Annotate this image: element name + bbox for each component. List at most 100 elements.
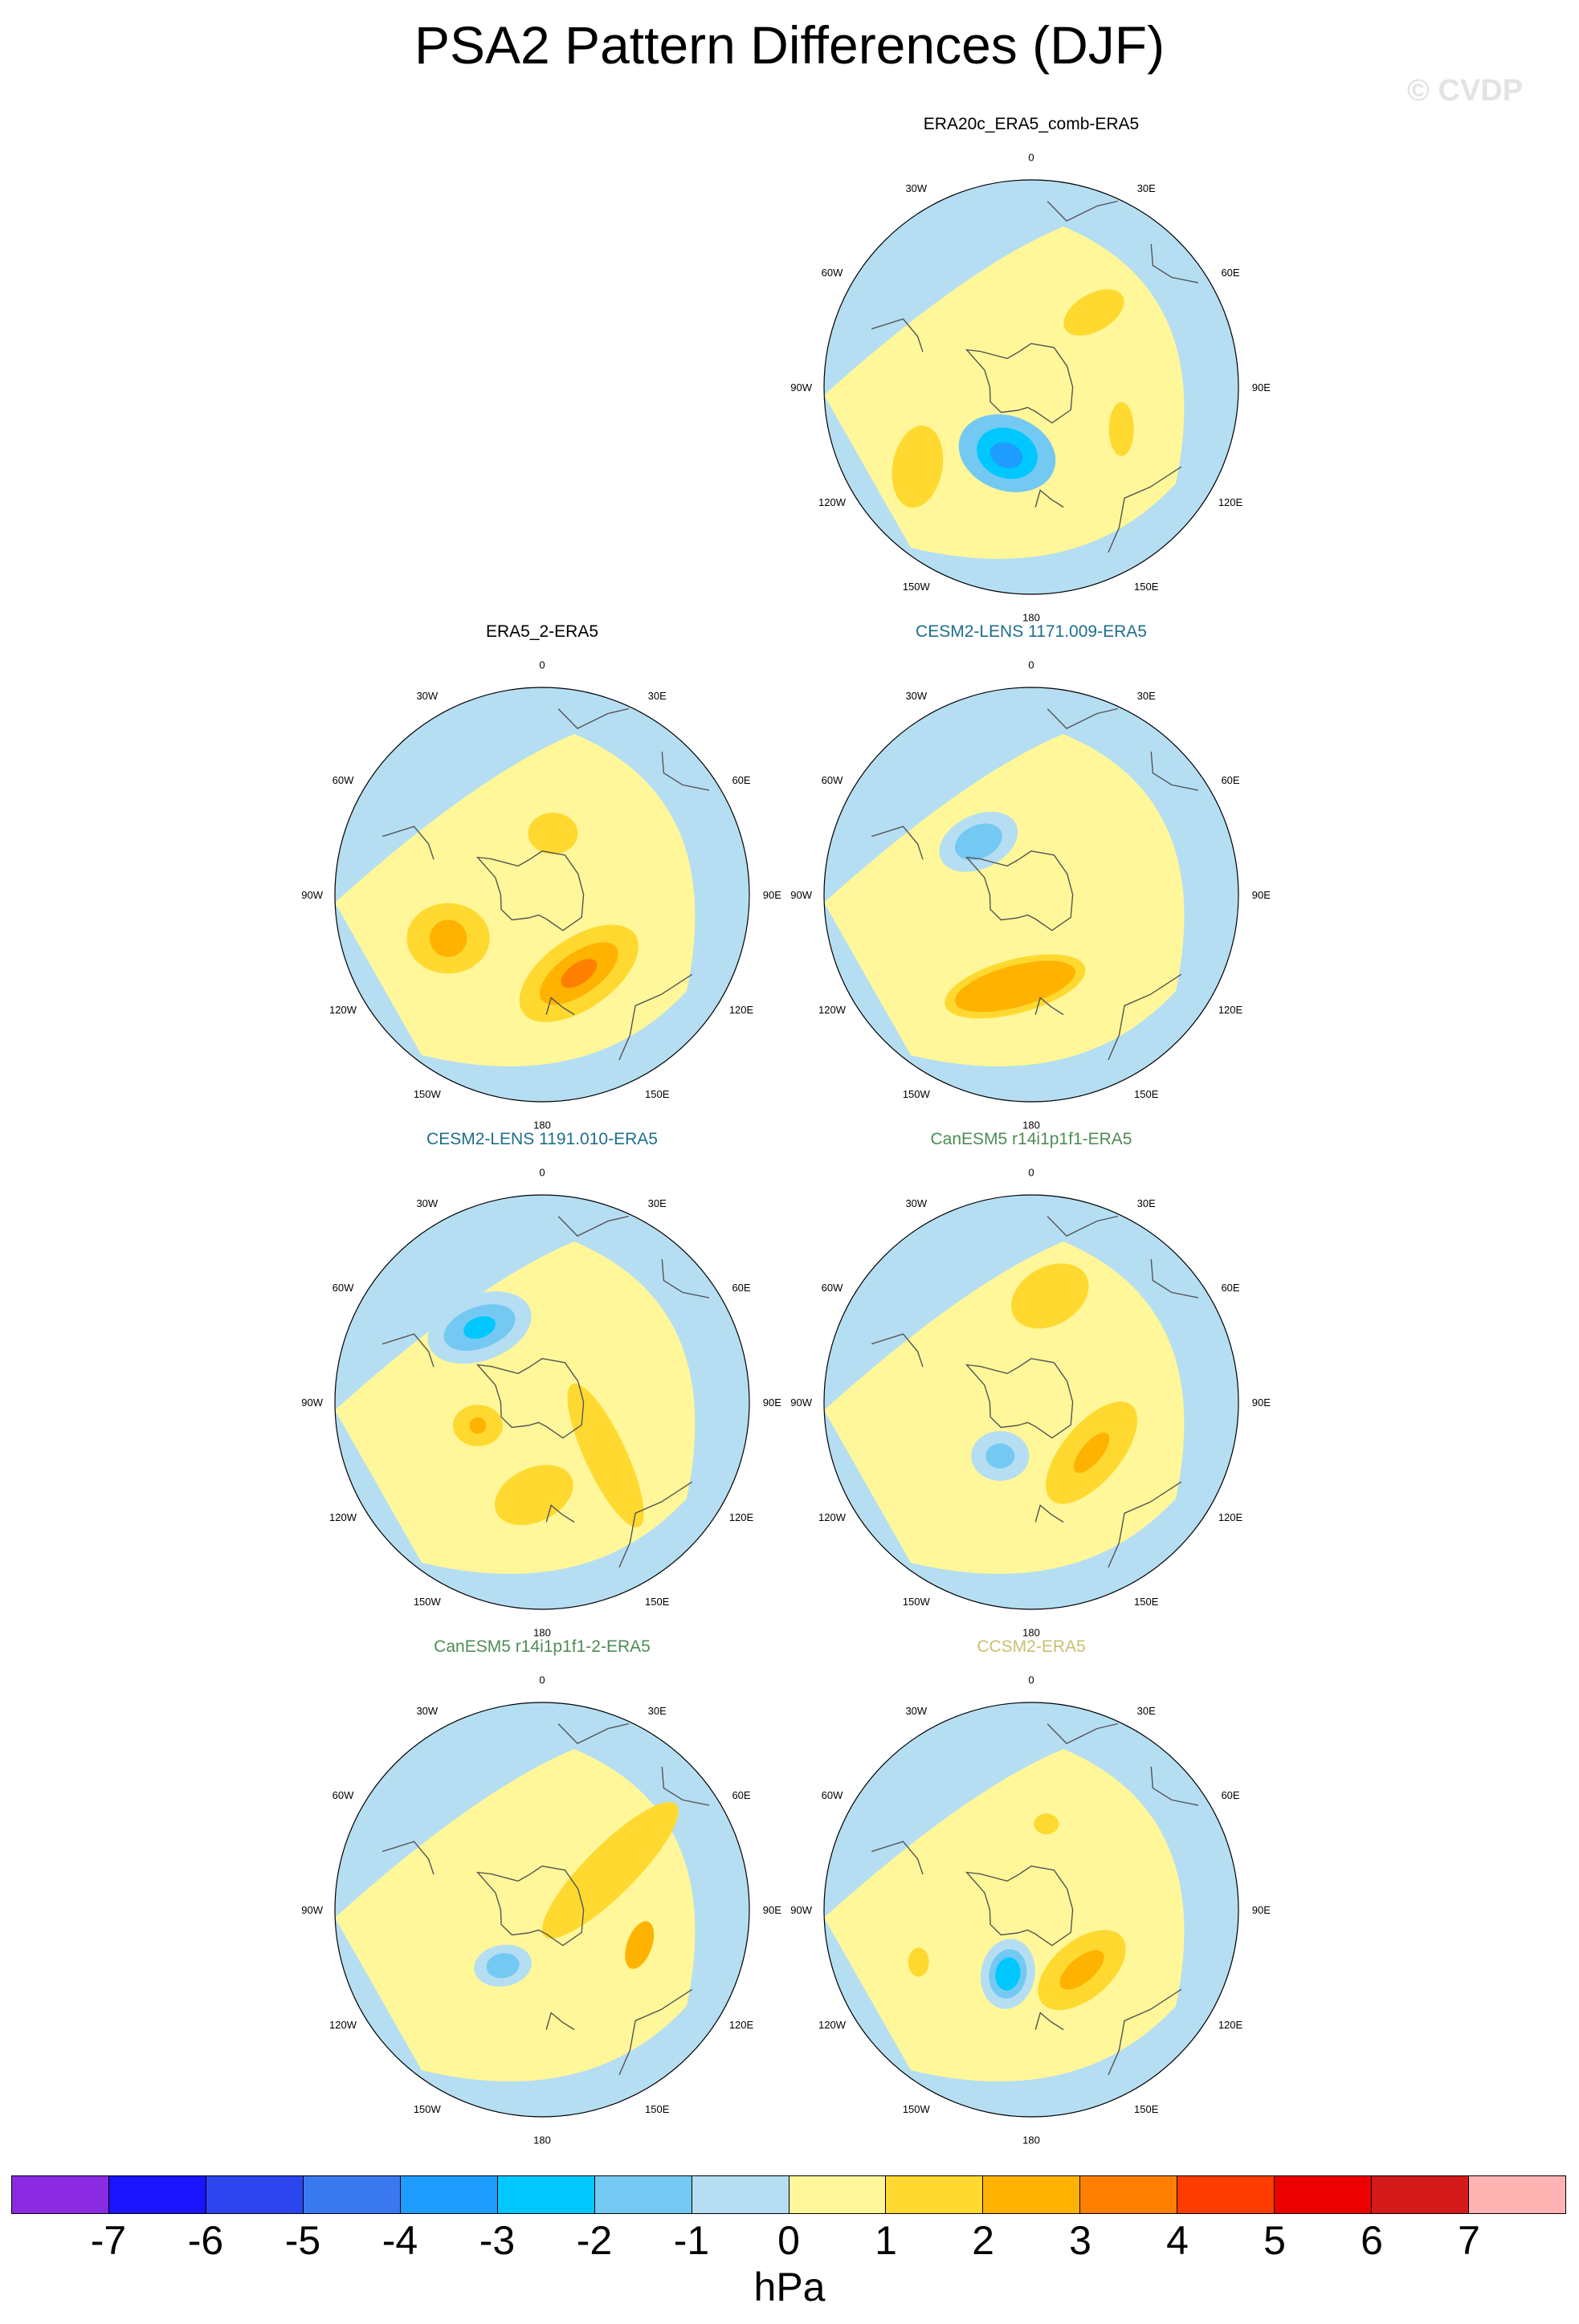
polar-map: 0 30E 60E 90E 120E 150E 180 150W 120W 90W 60W 30W <box>790 659 1271 1131</box>
contour-anomaly <box>892 426 944 508</box>
longitude-label: 30E <box>648 1705 667 1717</box>
coastline <box>661 1259 710 1299</box>
map-boundary <box>823 1194 1239 1610</box>
contour-anomaly <box>985 1443 1015 1469</box>
contour-anomaly <box>954 823 1002 861</box>
colorbar-tick-label: -4 <box>381 2218 418 2263</box>
colorbar-tick-label: 1 <box>875 2218 897 2263</box>
coastline <box>1047 707 1119 729</box>
antarctica-coastline <box>475 1865 585 1947</box>
longitude-label: 120E <box>729 1004 754 1016</box>
longitude-label: 150E <box>645 1088 670 1100</box>
colorbar-segment <box>1275 2176 1373 2213</box>
coastline <box>381 1333 435 1368</box>
longitude-label: 60E <box>732 774 750 786</box>
longitude-label: 150E <box>1134 2103 1159 2115</box>
longitude-label: 120W <box>818 1004 847 1016</box>
coastline <box>1034 997 1064 1016</box>
colorbar-tick-label: -6 <box>187 2218 224 2263</box>
polar-map: 0 30E 60E 90E 120E 150E 180 150W 120W 90W 60W 30W <box>790 152 1271 624</box>
longitude-label: 0 <box>1028 1674 1034 1686</box>
contour-anomaly <box>528 812 578 854</box>
antarctica-coastline <box>965 343 1074 424</box>
colorbar-tick-label: 3 <box>1069 2218 1091 2263</box>
longitude-label: 90W <box>790 381 812 393</box>
longitude-label: 60W <box>333 1789 354 1801</box>
colorbar-tick-label: 4 <box>1166 2218 1189 2263</box>
contour-anomaly <box>995 1957 1021 1991</box>
longitude-label: 0 <box>539 1167 545 1179</box>
longitude-label: 30E <box>648 690 667 702</box>
longitude-label: 150E <box>645 2103 670 2115</box>
longitude-label: 150W <box>903 2103 931 2115</box>
colorbar-tick-label: 2 <box>972 2218 994 2263</box>
longitude-label: 150E <box>1134 581 1159 593</box>
map-boundary <box>823 687 1239 1103</box>
longitude-label: 60W <box>333 1282 354 1294</box>
contour-anomaly <box>429 919 467 957</box>
coastline <box>1150 1259 1199 1299</box>
contour-anomaly <box>495 1465 573 1526</box>
contour-anomaly <box>463 1316 496 1339</box>
panel-title: CESM2-LENS 1191.010-ERA5 <box>426 1130 658 1148</box>
map-boundary <box>334 1194 750 1610</box>
coastline <box>661 752 710 791</box>
longitude-label: 90W <box>301 1396 323 1409</box>
colorbar-tick-label: 7 <box>1458 2218 1480 2263</box>
longitude-label: 120E <box>1218 1511 1243 1523</box>
longitude-label: 120E <box>1218 496 1243 508</box>
colorbar-tick-label: -3 <box>479 2218 516 2263</box>
colorbar-segment <box>497 2176 595 2213</box>
panel-canesm5-r14: CanESM5 r14i1p1f1-ERA5 0 30E 60E 90E 120E 150… <box>774 1129 1288 1643</box>
longitude-label: 150E <box>645 1596 670 1608</box>
longitude-label: 120W <box>329 1004 357 1016</box>
colorbar-segment <box>594 2176 692 2213</box>
longitude-label: 0 <box>1028 152 1034 164</box>
longitude-label: 60E <box>732 1282 750 1294</box>
coastline <box>1034 1504 1064 1523</box>
coastline <box>1108 973 1182 1061</box>
polar-map: 0 30E 60E 90E 120E 150E 180 150W 120W 90W 60W 30W <box>790 1167 1271 1639</box>
contour-anomaly <box>1063 289 1124 336</box>
coastline <box>661 1767 710 1806</box>
colorbar-segment <box>400 2176 498 2213</box>
colorbar-segment <box>303 2176 401 2213</box>
coastline <box>871 1841 924 1875</box>
contour-zero-to-one <box>824 1242 1185 1574</box>
longitude-label: 60W <box>333 774 354 786</box>
longitude-label: 120E <box>729 1511 754 1523</box>
longitude-label: 30W <box>416 1197 438 1209</box>
panel-title: CCSM2-ERA5 <box>977 1637 1086 1656</box>
coastline <box>618 973 693 1061</box>
map-boundary <box>334 1702 750 2118</box>
colorbar-tick-label: -2 <box>576 2218 613 2263</box>
longitude-label: 90W <box>301 889 323 901</box>
contour-anomaly <box>1034 1813 1059 1835</box>
longitude-label: 150W <box>414 1088 442 1100</box>
longitude-label: 30E <box>1137 1705 1156 1717</box>
coastline <box>1108 1481 1182 1568</box>
colorbar-segment <box>206 2176 304 2213</box>
longitude-label: 150W <box>414 1596 442 1608</box>
polar-map: 0 30E 60E 90E 120E 150E 180 150W 120W 90W 60W 30W <box>301 659 781 1131</box>
longitude-label: 120W <box>329 2019 357 2031</box>
longitude-label: 60E <box>732 1789 750 1801</box>
longitude-label: 90E <box>1252 1904 1271 1916</box>
map-boundary <box>823 1702 1239 2118</box>
panel-cesm2-1191: CESM2-LENS 1191.010-ERA5 0 30E 60E 90E 120E 1… <box>285 1129 799 1643</box>
colorbar-segment <box>1469 2176 1565 2213</box>
longitude-label: 30W <box>416 690 438 702</box>
antarctica-coastline <box>475 1358 585 1439</box>
longitude-label: 120W <box>818 2019 847 2031</box>
longitude-label: 150W <box>903 1596 931 1608</box>
colorbar-tick-label: -1 <box>673 2218 710 2263</box>
longitude-label: 90E <box>763 889 781 901</box>
longitude-label: 30E <box>1137 1197 1156 1209</box>
longitude-label: 60E <box>1221 1282 1239 1294</box>
longitude-label: 30W <box>905 1705 927 1717</box>
longitude-label: 120E <box>1218 1004 1243 1016</box>
longitude-label: 60E <box>1221 774 1239 786</box>
panel-era20c-comb: ERA20c_ERA5_comb-ERA5 0 30E 60E 90E 120E 150E… <box>774 114 1288 628</box>
panel-title: ERA5_2-ERA5 <box>485 622 599 641</box>
longitude-label: 90W <box>790 1904 812 1916</box>
